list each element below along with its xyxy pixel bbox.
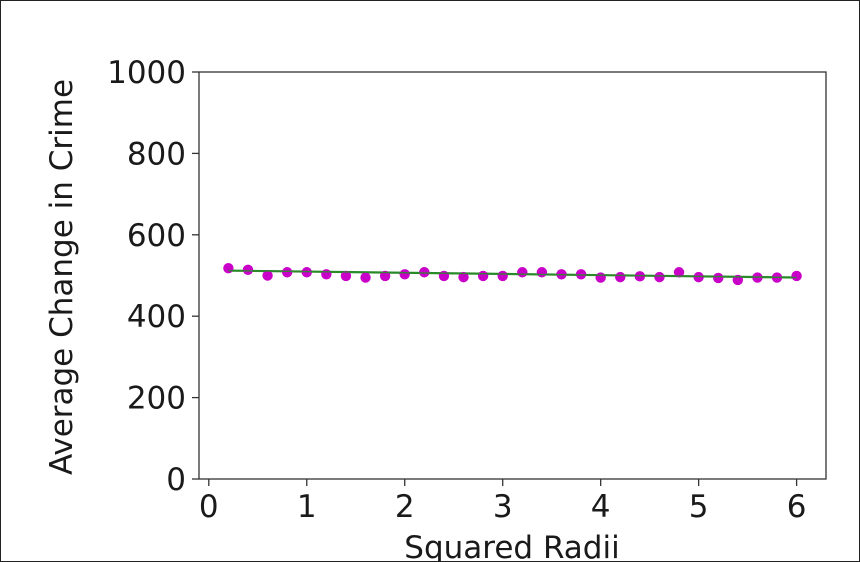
data-point <box>242 264 254 276</box>
data-point <box>536 267 548 278</box>
trend-line-overlay <box>228 269 797 279</box>
x-tick-label: 3 <box>493 489 513 525</box>
data-point <box>438 270 450 282</box>
x-tick-label: 6 <box>787 489 807 525</box>
data-point <box>379 270 391 282</box>
data-point <box>477 270 489 282</box>
plot-frame <box>198 71 827 480</box>
data-point <box>340 270 352 282</box>
data-point <box>281 267 293 278</box>
data-point <box>419 267 430 278</box>
x-axis-label: Squared Radii <box>404 530 619 562</box>
x-tick-label: 2 <box>395 489 415 525</box>
data-point <box>399 269 410 280</box>
data-point <box>673 267 685 278</box>
data-point <box>693 271 704 283</box>
data-point <box>615 271 626 283</box>
y-tick-label: 600 <box>127 218 186 254</box>
data-point <box>321 269 332 280</box>
y-tick-label: 800 <box>127 136 186 172</box>
data-point <box>713 272 724 284</box>
data-point <box>360 272 371 283</box>
x-tick-label: 1 <box>297 489 317 525</box>
data-point <box>595 272 606 283</box>
x-tick-label: 0 <box>199 489 219 525</box>
data-point <box>497 270 508 282</box>
y-tick-label: 0 <box>166 462 186 498</box>
data-point <box>223 262 234 274</box>
y-tick-label: 400 <box>127 299 186 335</box>
data-point <box>791 270 802 282</box>
data-point <box>517 267 528 278</box>
x-tick-label: 5 <box>689 489 709 525</box>
y-axis-label: Average Change in Crime <box>44 79 80 475</box>
x-tick-label: 4 <box>591 489 611 525</box>
data-point <box>458 271 469 283</box>
y-tick-label: 1000 <box>107 55 186 91</box>
y-tick-label: 200 <box>127 381 186 417</box>
data-point <box>262 270 273 281</box>
plot-area: 0 1 2 3 4 5 6 0 200 400 600 800 1000 <box>107 55 827 525</box>
data-point <box>654 271 665 283</box>
